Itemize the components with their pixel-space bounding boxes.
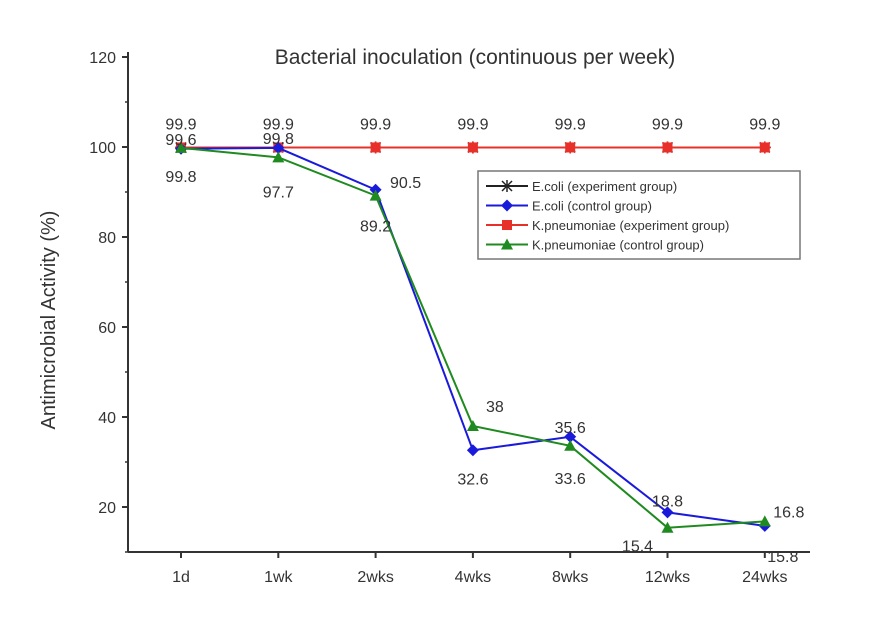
y-tick-label: 60 — [98, 320, 116, 337]
x-tick-label: 12wks — [645, 569, 690, 586]
star-marker — [661, 141, 674, 154]
triangle-marker — [501, 238, 513, 250]
triangle-marker — [758, 515, 771, 527]
legend-entry: E.coli (control group) — [532, 199, 652, 214]
star-marker — [369, 141, 382, 154]
data-label: 90.5 — [390, 175, 421, 192]
star-marker — [501, 180, 513, 192]
legend-entry: K.pneumoniae (experiment group) — [532, 218, 729, 233]
y-tick-label: 100 — [89, 140, 116, 157]
data-label: 32.6 — [457, 471, 488, 488]
data-label: 99.9 — [652, 116, 683, 133]
data-label: 33.6 — [555, 471, 586, 488]
star-marker — [758, 141, 771, 154]
triangle-marker — [661, 521, 674, 533]
x-tick-label: 2wks — [357, 569, 393, 586]
data-label: 35.6 — [555, 420, 586, 437]
triangle-marker — [369, 189, 382, 201]
x-tick-label: 4wks — [455, 569, 491, 586]
data-label: 18.8 — [652, 493, 683, 510]
data-label: 99.8 — [165, 169, 196, 186]
diamond-marker — [501, 199, 513, 212]
square-marker — [502, 220, 512, 230]
star-marker — [466, 141, 479, 154]
data-label: 99.8 — [263, 131, 294, 148]
data-label: 38 — [486, 399, 504, 416]
triangle-marker — [466, 420, 479, 431]
data-label: 99.9 — [263, 116, 294, 133]
data-label: 15.8 — [767, 549, 798, 566]
legend-box — [477, 170, 801, 260]
data-label: 99.9 — [165, 116, 196, 133]
y-tick-label: 20 — [98, 500, 116, 517]
data-label: 99.9 — [457, 116, 488, 133]
star-stroke — [467, 141, 479, 153]
star-stroke — [501, 180, 513, 192]
triangle-marker — [564, 439, 577, 451]
data-label: 15.4 — [622, 539, 653, 556]
star-stroke — [759, 141, 771, 153]
x-tick-label: 1wk — [264, 569, 293, 586]
y-tick-label: 120 — [89, 50, 116, 67]
y-tick-label: 80 — [98, 230, 116, 247]
data-labels: 99.9 99.9 99.9 99.9 99.9 99.9 99.999.6 99.890.5… — [165, 116, 804, 565]
data-label: 16.8 — [773, 504, 804, 521]
axes: 20 40 60 80 100 120 1d 1wk 2wks 4wks 8wks 12wks 24wk… — [89, 50, 810, 586]
diamond-marker — [564, 430, 577, 443]
data-label: 99.6 — [165, 132, 196, 149]
star-stroke — [661, 141, 674, 153]
x-tick-label: 24wks — [742, 569, 787, 586]
series-lines — [175, 141, 771, 533]
data-label: 89.2 — [360, 219, 391, 236]
data-label: 99.9 — [749, 116, 780, 133]
triangle-marker — [272, 151, 285, 163]
legend-entry: K.pneumoniae (control group) — [532, 238, 704, 253]
x-tick-label: 1d — [172, 569, 190, 586]
data-label: 99.9 — [555, 116, 586, 133]
chart-title: Bacterial inoculation (continuous per we… — [275, 46, 675, 69]
diamond-marker — [661, 506, 674, 519]
legend-entry: E.coli (experiment group) — [532, 179, 677, 194]
star-marker — [564, 141, 577, 154]
data-label: 97.7 — [263, 184, 294, 201]
data-label: 99.9 — [360, 116, 391, 133]
y-tick-label: 40 — [98, 410, 116, 427]
diamond-marker — [272, 141, 285, 154]
star-stroke — [370, 141, 382, 153]
x-tick-label: 8wks — [552, 569, 588, 586]
diamond-marker — [466, 444, 479, 457]
star-stroke — [564, 141, 576, 153]
legend: E.coli (experiment group) E.coli (control… — [477, 170, 801, 260]
y-axis-label: Antimicrobial Activity (%) — [38, 211, 60, 430]
triangle-marker — [175, 141, 187, 153]
